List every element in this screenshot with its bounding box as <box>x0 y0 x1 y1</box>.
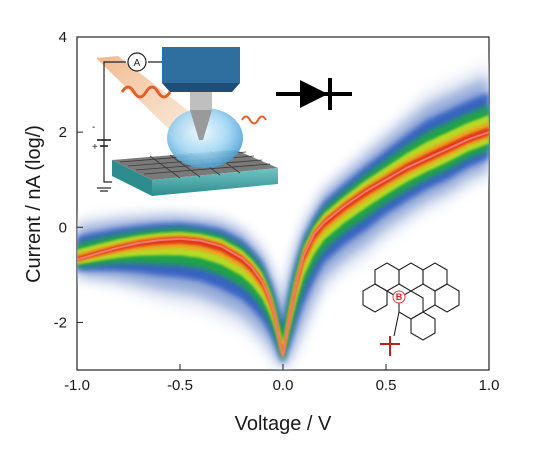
density-level-2 <box>77 76 489 367</box>
substrate-front <box>152 168 278 196</box>
incident-wave <box>120 85 172 99</box>
x-tick-label: -1.0 <box>64 377 90 394</box>
plus-label: + <box>92 142 98 153</box>
stm-junction-illustration: A + - <box>92 47 278 196</box>
diode-icon <box>276 78 352 110</box>
tip-holder-bottom <box>162 83 240 92</box>
ammeter-icon <box>127 52 147 72</box>
density-cloud <box>77 60 489 370</box>
minus-label: - <box>92 122 95 133</box>
substrate-side <box>112 160 152 196</box>
solvent-droplet <box>167 108 243 168</box>
y-tick-label: 4 <box>59 29 67 46</box>
x-tick-label: 0.5 <box>376 377 397 394</box>
x-tick-label: 0.0 <box>273 377 294 394</box>
stm-tip <box>190 110 212 140</box>
x-tick-label: -0.5 <box>167 377 193 394</box>
y-axis-label: Current / nA (log/) <box>23 125 45 283</box>
y-tick-label: 2 <box>59 124 67 141</box>
emission-wave <box>241 115 267 125</box>
x-axis-label: Voltage / V <box>235 413 332 435</box>
tip-holder <box>162 47 240 83</box>
y-tick-label: 0 <box>59 219 67 236</box>
y-tick-label: -2 <box>54 314 67 331</box>
density-level-7 <box>77 127 489 357</box>
series-line <box>77 131 489 356</box>
boron-label: B <box>396 292 403 302</box>
x-tick-label: 1.0 <box>479 377 500 394</box>
molecule-structure: B <box>362 262 460 356</box>
ammeter-label: A <box>134 58 141 69</box>
x-axis: -1.0 -0.5 0.0 0.5 1.0 <box>64 364 499 394</box>
y-axis: -2 0 2 4 <box>54 29 83 331</box>
circuit-wire <box>103 61 162 183</box>
tip-shank <box>190 92 212 110</box>
light-beam <box>96 56 200 140</box>
